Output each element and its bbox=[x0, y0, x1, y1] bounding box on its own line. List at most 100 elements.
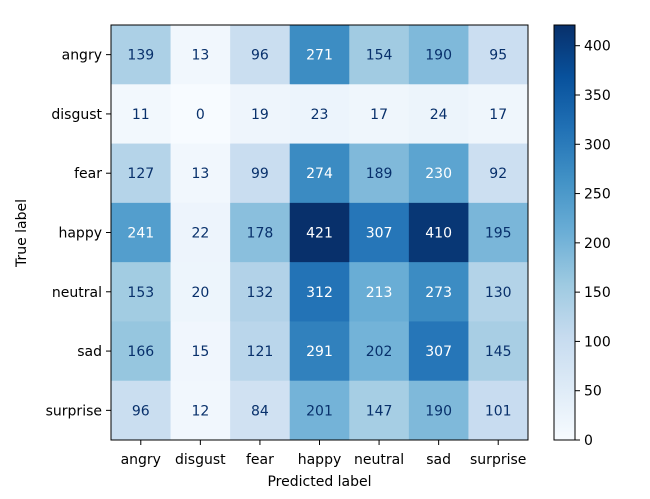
heatmap-cell bbox=[230, 84, 291, 145]
heatmap-cell bbox=[170, 262, 231, 322]
cell-value-label: 166 bbox=[127, 344, 154, 360]
heatmap-cell bbox=[468, 202, 529, 263]
heatmap-cell bbox=[111, 202, 172, 263]
heatmap-cells bbox=[111, 25, 529, 441]
heatmap-cell bbox=[468, 380, 529, 441]
heatmap-cell bbox=[289, 202, 350, 263]
heatmap-cell bbox=[230, 202, 291, 263]
cell-value-label: 307 bbox=[425, 344, 452, 360]
colorbar-tick-label: 150 bbox=[584, 285, 611, 301]
cell-value-label: 15 bbox=[191, 344, 209, 360]
heatmap-cell bbox=[289, 321, 350, 382]
x-tick-label: surprise bbox=[470, 452, 526, 468]
cell-value-label: 274 bbox=[306, 166, 333, 182]
cell-value-label: 145 bbox=[485, 344, 512, 360]
cell-value-label: 410 bbox=[425, 226, 452, 242]
cell-value-label: 147 bbox=[366, 403, 393, 419]
y-tick-label: happy bbox=[58, 226, 102, 242]
x-tick-label: angry bbox=[121, 452, 161, 468]
cell-value-label: 213 bbox=[366, 285, 393, 301]
cell-value-label: 92 bbox=[489, 166, 507, 182]
heatmap-cell bbox=[349, 202, 410, 263]
heatmap-cell bbox=[111, 380, 172, 441]
cell-value-label: 13 bbox=[191, 48, 209, 64]
x-tick-label: happy bbox=[298, 452, 342, 468]
y-tick-label: neutral bbox=[52, 285, 102, 301]
cell-value-label: 307 bbox=[366, 226, 393, 242]
cell-value-label: 312 bbox=[306, 285, 333, 301]
heatmap-cell bbox=[349, 262, 410, 322]
cell-value-label: 0 bbox=[196, 107, 205, 123]
cell-value-label: 273 bbox=[425, 285, 452, 301]
cell-value-label: 195 bbox=[485, 226, 512, 242]
x-tick-label: neutral bbox=[354, 452, 404, 468]
heatmap-cell bbox=[230, 262, 291, 322]
cell-value-label: 99 bbox=[251, 166, 269, 182]
colorbar-tick-label: 100 bbox=[584, 334, 611, 350]
y-axis-ticks: angry disgust fear happy neutral sad surprise bbox=[46, 48, 111, 419]
cell-value-label: 139 bbox=[127, 48, 154, 64]
cell-value-label: 127 bbox=[127, 166, 154, 182]
colorbar-tick-label: 0 bbox=[584, 433, 593, 449]
heatmap-cell bbox=[408, 321, 469, 382]
heatmap-cell bbox=[170, 143, 231, 204]
heatmap-cell bbox=[408, 380, 469, 441]
heatmap-cell bbox=[349, 321, 410, 382]
heatmap-cell bbox=[408, 25, 469, 85]
cell-value-label: 11 bbox=[132, 107, 150, 123]
cell-value-label: 190 bbox=[425, 48, 452, 64]
cell-value-label: 230 bbox=[425, 166, 452, 182]
heatmap-cell bbox=[349, 25, 410, 85]
heatmap-cell bbox=[111, 262, 172, 322]
y-tick-label: fear bbox=[74, 166, 102, 182]
heatmap-cell bbox=[230, 380, 291, 441]
cell-value-label: 190 bbox=[425, 403, 452, 419]
heatmap-cell bbox=[170, 84, 231, 145]
cell-value-label: 153 bbox=[127, 285, 154, 301]
heatmap-cell bbox=[408, 262, 469, 322]
y-axis-title: True label bbox=[14, 199, 30, 268]
cell-value-label: 201 bbox=[306, 403, 333, 419]
cell-value-label: 271 bbox=[306, 48, 333, 64]
colorbar-ticks: 0 50 100 150 200 250 300 350 400 bbox=[575, 39, 611, 449]
heatmap-cell bbox=[289, 262, 350, 322]
cell-value-label: 130 bbox=[485, 285, 512, 301]
colorbar bbox=[553, 24, 576, 441]
colorbar-tick-label: 400 bbox=[584, 39, 611, 55]
heatmap-cell bbox=[230, 25, 291, 85]
cell-value-label: 22 bbox=[191, 226, 209, 242]
colorbar-tick-label: 200 bbox=[584, 236, 611, 252]
heatmap-cell bbox=[111, 84, 172, 145]
colorbar-tick-label: 50 bbox=[584, 384, 602, 400]
cell-value-label: 20 bbox=[191, 285, 209, 301]
cell-value-label: 13 bbox=[191, 166, 209, 182]
heatmap-cell bbox=[468, 25, 529, 85]
heatmap-cell bbox=[349, 380, 410, 441]
heatmap-cell bbox=[289, 25, 350, 85]
heatmap-cell bbox=[468, 262, 529, 322]
heatmap-cell bbox=[468, 321, 529, 382]
colorbar-tick-label: 300 bbox=[584, 137, 611, 153]
cell-value-label: 189 bbox=[366, 166, 393, 182]
heatmap-cell bbox=[170, 202, 231, 263]
heatmap-cell bbox=[408, 84, 469, 145]
heatmap-cell bbox=[289, 84, 350, 145]
cell-value-label: 95 bbox=[489, 48, 507, 64]
heatmap-cell bbox=[468, 84, 529, 145]
cell-value-label: 96 bbox=[251, 48, 269, 64]
colorbar-tick-label: 250 bbox=[584, 187, 611, 203]
y-tick-label: disgust bbox=[51, 107, 102, 123]
cell-value-label: 154 bbox=[366, 48, 393, 64]
heatmap-cell bbox=[289, 143, 350, 204]
colorbar-tick-label: 350 bbox=[584, 88, 611, 104]
heatmap-cell bbox=[230, 321, 291, 382]
cell-value-label: 23 bbox=[311, 107, 329, 123]
y-tick-label: angry bbox=[62, 48, 102, 64]
cell-value-label: 132 bbox=[247, 285, 274, 301]
cell-value-label: 17 bbox=[370, 107, 388, 123]
heatmap-cell bbox=[289, 380, 350, 441]
y-tick-label: surprise bbox=[46, 403, 102, 419]
heatmap-cell bbox=[468, 143, 529, 204]
